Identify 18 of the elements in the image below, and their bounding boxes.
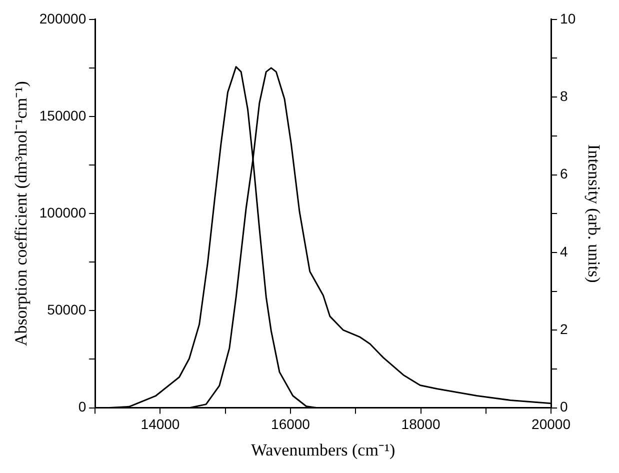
- y2-axis-title: Intensity (arb. units): [584, 144, 604, 283]
- x-axis-title: Wavenumbers (cm⁻¹): [250, 440, 396, 460]
- x-tick-label: 14000: [140, 416, 180, 432]
- y2-tick-label: 4: [560, 243, 568, 260]
- y2-tick-label: 0: [560, 398, 568, 415]
- x-tick-label: 20000: [532, 416, 571, 432]
- y2-tick-label: 2: [560, 320, 568, 337]
- y-tick-label: 50000: [47, 302, 86, 318]
- x-tick-label: 16000: [271, 416, 310, 432]
- y2-tick-label: 10: [560, 10, 576, 26]
- y-tick-label: 200000: [39, 10, 86, 26]
- y-axis-title: Absorption coefficient (dm³mol⁻¹cm⁻¹): [12, 81, 31, 346]
- y2-tick-label: 8: [560, 88, 568, 104]
- y-tick-label: 150000: [39, 107, 86, 124]
- y2-tick-label: 6: [560, 166, 568, 182]
- y-tick-label: 0: [78, 398, 86, 415]
- y-tick-label: 100000: [39, 204, 86, 220]
- x-tick-label: 18000: [401, 416, 440, 432]
